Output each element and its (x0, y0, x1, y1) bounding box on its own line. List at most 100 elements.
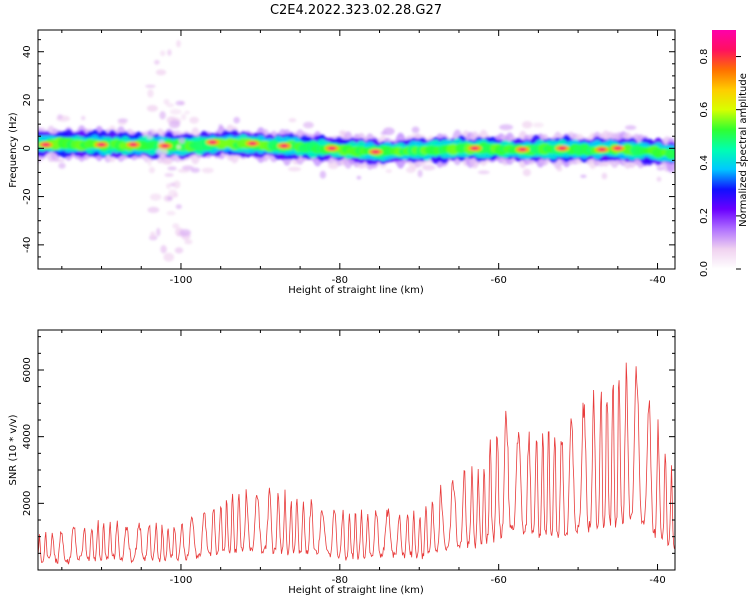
spectrogram-cell (172, 223, 180, 229)
spectrogram-cell (149, 231, 156, 240)
spectrogram-x-tick-label: -100 (170, 275, 193, 286)
spectrogram-cell (146, 105, 158, 112)
snr-y-tick-label: 2000 (22, 491, 33, 516)
spectrogram-peak (613, 146, 622, 151)
spectrogram-cell (303, 121, 314, 129)
spectrogram-cell (156, 147, 168, 156)
spectrogram-x-axis-label: Height of straight line (km) (288, 285, 424, 296)
snr-y-axis-label: SNR (10 * v/v) (8, 414, 19, 485)
spectrogram-cell (380, 131, 388, 135)
spectrogram-peak (597, 147, 606, 152)
spectrogram-cell (339, 130, 347, 135)
spectrogram-y-tick-label: 40 (22, 45, 33, 58)
spectrogram-x-tick-label: -40 (649, 275, 665, 286)
spectrogram-peak (161, 144, 170, 148)
spectrogram-cell (556, 166, 563, 172)
spectrogram-cell (168, 120, 181, 129)
spectrogram-cell (624, 125, 637, 130)
spectrogram-cell (51, 158, 65, 162)
snr-y-tick-label: 6000 (22, 357, 33, 382)
spectrogram-cell (160, 245, 167, 254)
snr-y-tick-label: 4000 (22, 424, 33, 449)
spectrogram-cell (117, 118, 128, 123)
snr-x-axis-label: Height of straight line (km) (288, 585, 424, 596)
spectrogram-cell (417, 169, 423, 178)
spectrogram-cell (166, 103, 175, 108)
spectrogram-cell (406, 166, 416, 173)
spectrogram-cell (150, 129, 157, 136)
spectrogram-cell (174, 247, 184, 254)
snr-frame (37, 329, 676, 571)
spectrogram-cell (233, 116, 240, 124)
spectrogram-cell (163, 99, 170, 105)
spectrogram-cell (172, 192, 179, 198)
spectrogram-cell (166, 211, 176, 216)
spectrogram-cell (145, 84, 156, 88)
spectrogram-cell (178, 137, 185, 144)
spectrogram-cell (182, 165, 194, 171)
spectrogram-cell (167, 196, 173, 201)
colorbar-label: Normalized spectral amplitude (738, 73, 749, 227)
spectrogram-x-tick-label: -60 (491, 275, 507, 286)
spectrogram-peak (41, 142, 50, 147)
spectrogram-cell (57, 114, 63, 120)
colorbar-ticks: 0.0 0.2 0.4 0.6 0.8 (699, 49, 741, 277)
spectrogram-cell (422, 164, 436, 171)
spectrogram-cell (166, 183, 171, 189)
spectrogram-cell (176, 40, 181, 48)
spectrogram-cell (159, 111, 166, 120)
spectrogram-cell (601, 172, 608, 180)
spectrogram-cell (147, 157, 152, 167)
spectrogram-cell (160, 50, 166, 57)
spectrogram-frame (37, 29, 676, 270)
colorbar-tick-label: 0.0 (699, 261, 710, 277)
colorbar-tick-label: 0.2 (699, 208, 710, 224)
spectrogram-cell (175, 204, 182, 210)
spectrogram-peak (558, 146, 567, 151)
spectrogram-cell (385, 169, 392, 173)
spectrogram-cell (411, 126, 420, 134)
colorbar-tick-label: 0.4 (699, 155, 710, 171)
spectrogram-peak (518, 147, 527, 152)
spectrogram-y-tick-label: -20 (22, 188, 33, 204)
snr-series-line (38, 362, 675, 565)
spectrogram-peak (280, 144, 289, 148)
spectrogram-peak (371, 150, 380, 154)
spectrogram-cell (656, 166, 664, 171)
spectrogram-cell (287, 166, 302, 172)
spectrogram-x-tick-label: -80 (332, 275, 348, 286)
spectrogram-cell (167, 166, 177, 171)
snr-panel: -100 -80 -60 -40 2000 4000 6000 Height of stra… (8, 329, 676, 596)
spectrogram-cell (179, 229, 191, 237)
colorbar: 0.0 0.2 0.4 0.6 0.8 Normalized spectral ampl… (699, 30, 749, 277)
spectrogram-peak (470, 146, 479, 151)
figure-title: C2E4.2022.323.02.28.G27 (270, 3, 442, 18)
spectrogram-cell (146, 133, 153, 140)
spectrogram-cell (218, 124, 223, 130)
spectrogram-cell (665, 148, 675, 160)
colorbar-tick-label: 0.8 (699, 49, 710, 65)
spectrogram-cell (163, 252, 175, 262)
spectrogram-cell (156, 227, 161, 237)
spectrogram-cell (169, 109, 182, 115)
spectrogram-cell (319, 170, 327, 179)
spectrogram-peak (97, 142, 106, 147)
spectrogram-cell (154, 59, 160, 65)
spectrogram-cell (656, 176, 662, 182)
spectrogram-cell (201, 167, 214, 174)
spectrogram-panel: -100 -80 -60 -40 -40 -20 0 20 40 Height of strai… (8, 29, 676, 296)
spectrogram-cell (580, 174, 587, 178)
spectrogram-cell (164, 173, 174, 177)
spectrogram-peak (129, 142, 138, 147)
spectrogram-cell (184, 239, 193, 245)
spectrogram-cell (169, 182, 176, 187)
spectrogram-cell (81, 115, 86, 121)
spectrogram-cell (499, 124, 514, 131)
spectrogram-cell (176, 144, 181, 150)
spectrogram-peak (248, 141, 257, 146)
spectrogram-cell (175, 100, 185, 106)
spectrogram-cell (522, 168, 532, 177)
spectrogram-y-tick-label: 20 (22, 94, 33, 107)
spectrogram-marks (38, 40, 675, 262)
